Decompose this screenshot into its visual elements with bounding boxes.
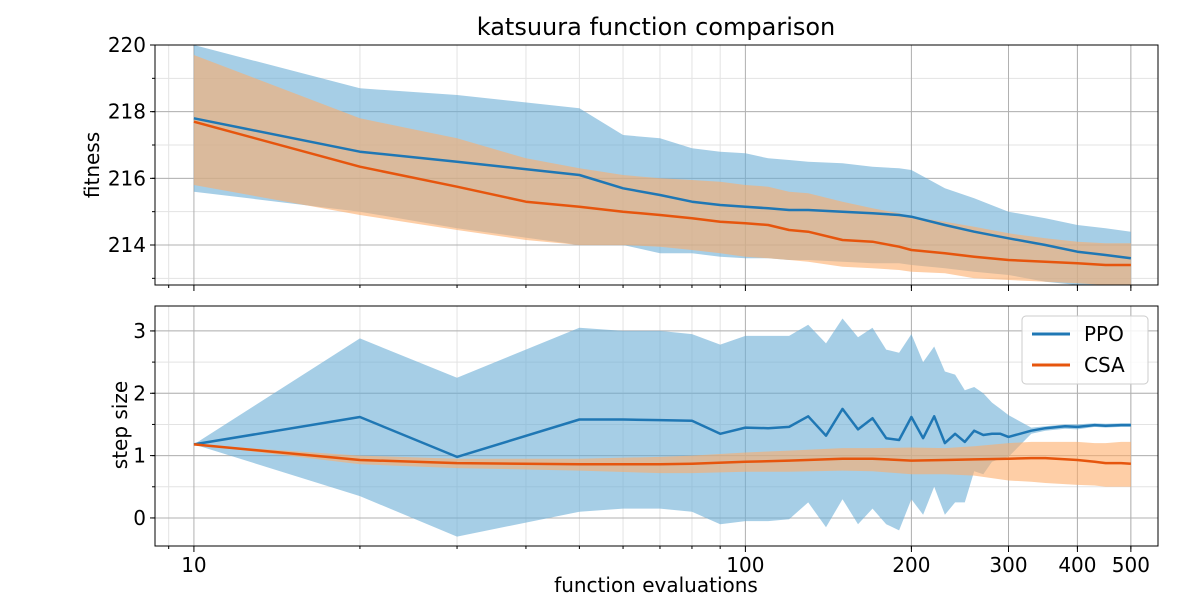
- x-tick-label: 300: [989, 553, 1027, 577]
- y-tick-label: 220: [108, 33, 146, 57]
- plot-frame: [154, 44, 1159, 286]
- legend: PPO CSA: [1021, 315, 1149, 385]
- x-tick-label: 100: [726, 553, 764, 577]
- step-size-panel: 0 1 2 3 10 100 200 300 400 500: [133, 305, 1159, 577]
- y-tick-label: 0: [133, 506, 146, 530]
- series-line-csa: [193, 120, 1131, 267]
- y-tick-label: 2: [133, 381, 146, 405]
- x-ticks: [168, 285, 1132, 291]
- x-tick-label: 10: [181, 553, 206, 577]
- plot-area: [193, 318, 1131, 537]
- y-tick-label: 3: [133, 319, 146, 343]
- series-line-ppo: [193, 117, 1132, 260]
- y-tick-label: 1: [133, 444, 146, 468]
- plot-frame: [154, 305, 1159, 547]
- legend-label-ppo: PPO: [1084, 322, 1124, 346]
- band-csa: [193, 55, 1131, 285]
- y-tick-label: 218: [108, 100, 146, 124]
- series-line-ppo: [193, 407, 1131, 459]
- x-tick-label: 400: [1058, 553, 1096, 577]
- x-tick-label: 500: [1112, 553, 1150, 577]
- band-ppo: [193, 318, 1131, 537]
- x-ticks: 10 100 200 300 400 500: [168, 546, 1150, 577]
- y-axis-label-fitness: fitness: [80, 132, 104, 198]
- series-line-csa: [193, 443, 1131, 466]
- y-tick-labels: 0 1 2 3: [133, 319, 155, 530]
- y-tick-label: 216: [108, 166, 146, 190]
- y-tick-label: 214: [108, 233, 146, 257]
- fitness-panel: 214 216 218 220: [108, 33, 1159, 291]
- y-tick-labels: 214 216 218 220: [108, 33, 155, 279]
- y-axis-label-step-size: step size: [108, 381, 132, 469]
- legend-label-csa: CSA: [1084, 353, 1125, 377]
- x-tick-label: 200: [892, 553, 930, 577]
- x-axis-label: function evaluations: [554, 573, 758, 597]
- chart-title: katsuura function comparison: [477, 13, 836, 41]
- plot-area: [193, 45, 1132, 285]
